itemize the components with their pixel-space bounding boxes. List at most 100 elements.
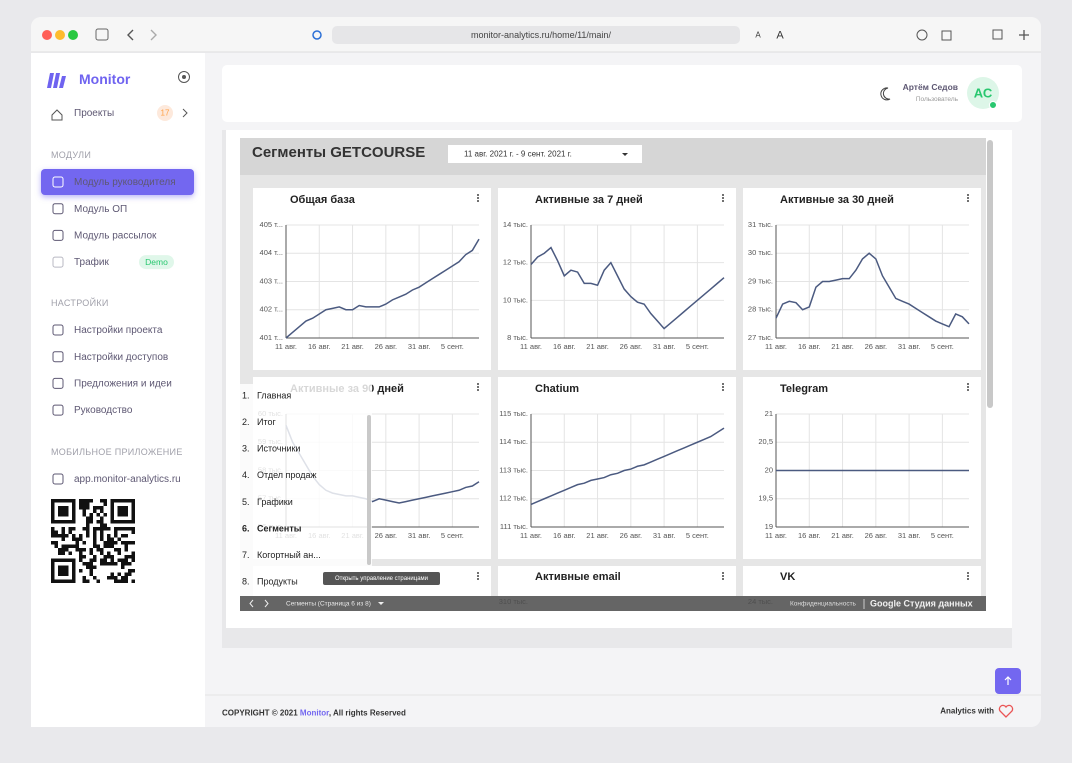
qr-module [86, 499, 90, 503]
menu-icon [52, 176, 64, 188]
nav-item[interactable]: Продукты [257, 577, 298, 587]
chart-card [253, 188, 491, 370]
qr-module [82, 541, 86, 545]
qr-module [96, 544, 100, 548]
qr-module [114, 562, 118, 566]
nav-number: 5. [242, 497, 250, 507]
qr-module [61, 544, 65, 548]
share-button[interactable] [941, 30, 952, 41]
data-studio-brand: Google Студия данных [870, 598, 973, 608]
date-picker[interactable] [448, 145, 642, 163]
qr-module [51, 527, 55, 531]
qr-module [124, 534, 128, 538]
text-smaller[interactable]: A [755, 31, 761, 40]
nav-item[interactable]: Графики [257, 497, 293, 507]
menu-item[interactable]: Настройки проекта [74, 325, 163, 336]
x-tick-label: 16 авг. [553, 342, 576, 351]
qr-module [131, 555, 135, 559]
kebab-dot [722, 197, 724, 199]
header-card [222, 65, 1022, 122]
menu-item[interactable]: app.monitor-analytics.ru [74, 474, 181, 485]
y-tick-label: 19 [765, 522, 773, 531]
url: monitor-analytics.ru/home/11/main/ [471, 30, 611, 40]
qr-module [79, 569, 83, 573]
user-name: Артём Седов [903, 82, 958, 92]
qr-module [82, 548, 86, 552]
qr-module [51, 530, 55, 534]
qr-module [96, 548, 100, 552]
qr-module [100, 520, 104, 524]
qr-module [121, 534, 125, 538]
minimize-button[interactable] [55, 30, 65, 40]
forward-button[interactable] [150, 29, 157, 41]
menu-item[interactable]: Настройки доступов [74, 352, 168, 363]
sidebar-toggle[interactable] [95, 28, 109, 41]
x-tick-label: 31 авг. [898, 531, 921, 540]
address-bar[interactable] [332, 26, 740, 44]
menu-icon [52, 377, 64, 389]
projects-label[interactable]: Проекты [74, 108, 114, 119]
chart-title: Активные email [535, 571, 621, 583]
copyright-link[interactable]: Monitor [300, 709, 329, 718]
menu-item[interactable]: Руководство [74, 405, 133, 416]
nav-scrollbar[interactable] [367, 415, 371, 565]
menu-item[interactable]: Трафик [74, 256, 109, 268]
menu-item[interactable]: Модуль ОП [74, 204, 127, 215]
x-tick-label: 5 сент. [931, 531, 954, 540]
x-tick-label: 26 авг. [865, 342, 888, 351]
privacy-link[interactable]: Конфиденциальность [790, 601, 857, 608]
x-tick-label: 21 авг. [586, 342, 609, 351]
report-scrollbar[interactable] [987, 140, 993, 408]
projects-icon [51, 109, 63, 121]
nav-item[interactable]: Отдел продаж [257, 470, 317, 480]
qr-module [93, 506, 97, 510]
kebab-dot [477, 200, 479, 202]
qr-module [96, 513, 100, 517]
downloads-button[interactable] [916, 29, 928, 41]
back-button[interactable] [127, 29, 134, 41]
nav-item[interactable]: Итог [257, 417, 276, 427]
new-tab-button[interactable] [1019, 30, 1029, 40]
projects-arrow[interactable] [182, 108, 188, 118]
text-larger[interactable]: A [776, 29, 784, 41]
qr-module [103, 555, 107, 559]
nav-item[interactable]: Источники [257, 444, 300, 454]
y-tick-label: 30 тыс. [748, 248, 773, 257]
page-arrows[interactable] [249, 599, 269, 608]
kebab-dot [477, 197, 479, 199]
qr-module [110, 562, 114, 566]
theme-toggle[interactable] [880, 87, 891, 101]
data-line [775, 252, 970, 328]
qr-module [68, 530, 72, 534]
qr-module [79, 499, 83, 503]
y-tick-label: 405 т... [260, 220, 283, 229]
qr-module [79, 548, 83, 552]
qr-module [65, 544, 69, 548]
qr-module [110, 537, 114, 541]
close-button[interactable] [42, 30, 52, 40]
zoom-button[interactable] [68, 30, 78, 40]
menu-item[interactable]: Модуль рассылок [74, 231, 157, 242]
nav-item[interactable]: Главная [257, 390, 291, 400]
page-dropdown[interactable] [378, 602, 384, 605]
extension-icon[interactable] [312, 30, 322, 40]
x-tick-label: 11 авг. [275, 342, 297, 351]
page-indicator[interactable]: Сегменты (Страница 6 из 8) [286, 601, 371, 608]
qr-module [86, 565, 90, 569]
badge [139, 255, 174, 270]
x-tick-label: 5 сент. [686, 342, 709, 351]
collapse-toggle[interactable] [178, 71, 190, 83]
tabs-button[interactable] [992, 29, 1003, 40]
menu-item[interactable]: Модуль руководителя [74, 177, 176, 188]
nav-item[interactable]: Когортный ан... [257, 550, 321, 560]
qr-module [68, 544, 72, 548]
menu-item[interactable]: Предложения и идеи [74, 379, 172, 390]
qr-module [93, 530, 97, 534]
avatar[interactable] [967, 77, 999, 109]
nav-number: 8. [242, 577, 250, 587]
nav-item[interactable]: Сегменты [257, 523, 302, 533]
qr-module [96, 520, 100, 524]
qr-module [107, 562, 111, 566]
qr-module [117, 548, 121, 552]
copyright: COPYRIGHT © 2021 Monitor, All rights Res… [222, 709, 406, 718]
